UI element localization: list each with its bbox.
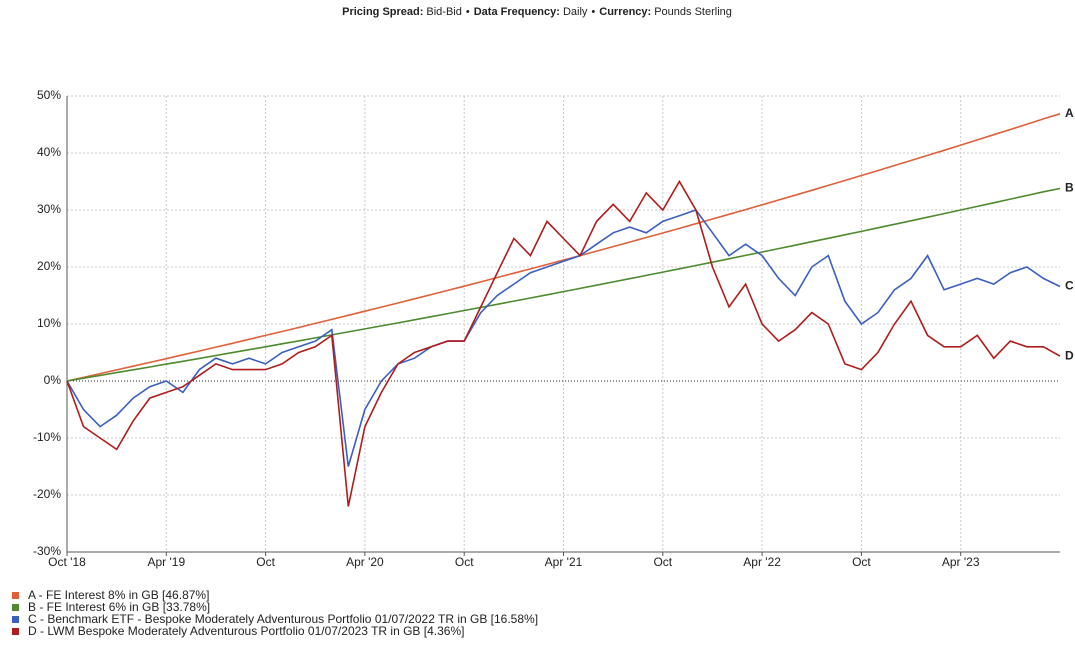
- x-tick-label: Apr '20: [346, 555, 384, 569]
- series-line: [66, 187, 1061, 382]
- legend-label: A - FE Interest 8% in GB [46.87%]: [28, 588, 209, 602]
- subtitle-label: Data Frequency:: [474, 6, 560, 18]
- subtitle-value: Pounds Sterling: [654, 6, 732, 18]
- legend-label: D - LWM Bespoke Moderately Adventurous P…: [28, 624, 464, 638]
- legend-swatch: [12, 628, 19, 635]
- separator: •: [591, 6, 595, 18]
- separator: •: [466, 6, 470, 18]
- y-tick-label: 10%: [37, 316, 61, 330]
- x-tick-label: Apr '21: [545, 555, 583, 569]
- series-tag: A: [1065, 106, 1074, 120]
- y-tick-label: 40%: [37, 145, 61, 159]
- subtitle-value: Bid-Bid: [426, 6, 461, 18]
- series-tag: B: [1065, 181, 1074, 195]
- series-tag: D: [1065, 348, 1074, 362]
- subtitle-label: Pricing Spread:: [342, 6, 423, 18]
- x-tick-label: Apr '19: [147, 555, 185, 569]
- x-tick-label: Apr '22: [743, 555, 781, 569]
- x-tick-label: Apr '23: [942, 555, 980, 569]
- subtitle-value: Daily: [563, 6, 588, 18]
- series-line: [66, 113, 1061, 382]
- y-tick-label: 20%: [37, 259, 61, 273]
- x-tick-label: Oct: [852, 555, 871, 569]
- legend-swatch: [12, 604, 19, 611]
- legend-label: B - FE Interest 6% in GB [33.78%]: [28, 600, 210, 614]
- series-line: [66, 179, 1061, 507]
- y-tick-label: 50%: [37, 88, 61, 102]
- y-tick-label: 30%: [37, 202, 61, 216]
- series-tag: C: [1065, 279, 1074, 293]
- legend-swatch: [12, 616, 19, 623]
- y-tick-label: -30%: [33, 544, 61, 558]
- legend-label: C - Benchmark ETF - Bespoke Moderately A…: [28, 612, 538, 626]
- x-tick-label: Oct: [455, 555, 474, 569]
- legend-swatch: [12, 592, 19, 599]
- subtitle: Pricing Spread: Bid-Bid • Data Frequency: Da…: [342, 6, 732, 18]
- x-tick-label: Oct: [653, 555, 672, 569]
- subtitle-label: Currency:: [599, 6, 651, 18]
- y-tick-label: -10%: [33, 430, 61, 444]
- x-tick-label: Oct '18: [48, 555, 86, 569]
- series-line: [66, 209, 1061, 467]
- y-tick-label: 0%: [44, 373, 62, 387]
- x-tick-label: Oct: [256, 555, 275, 569]
- y-tick-label: -20%: [33, 487, 61, 501]
